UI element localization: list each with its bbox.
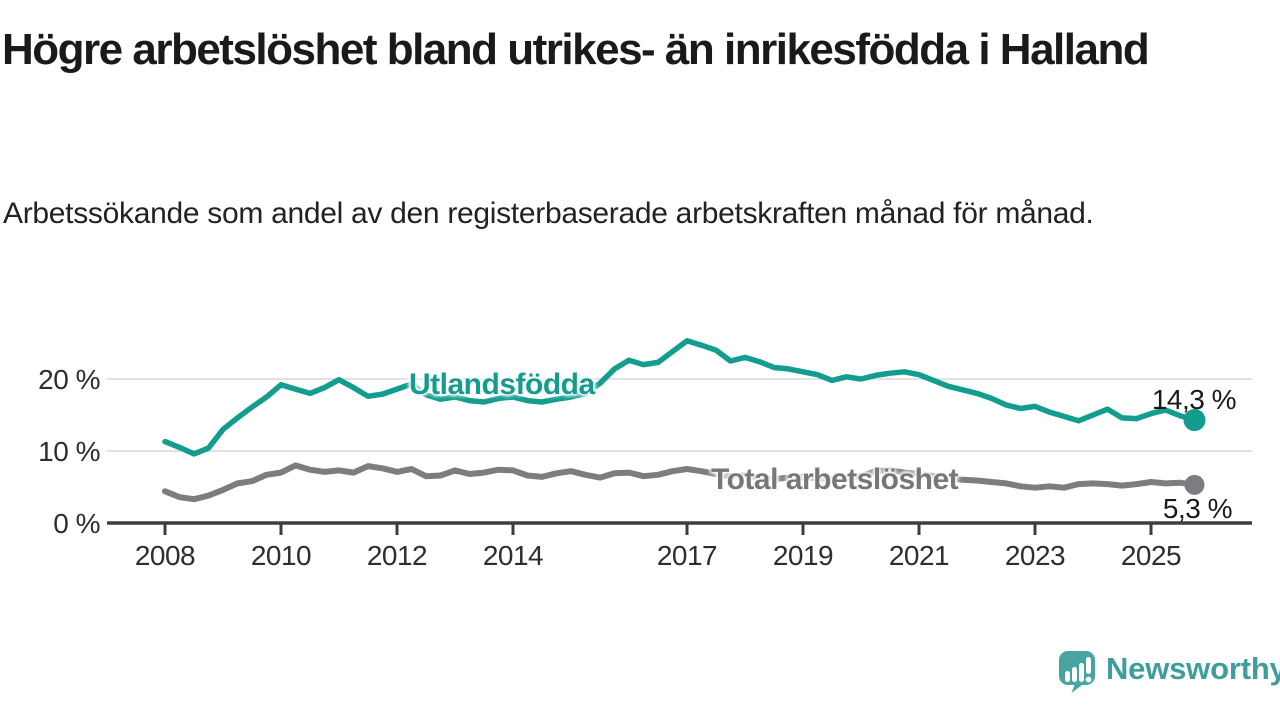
y-axis-label: 0 % xyxy=(53,508,100,539)
page-subtitle: Arbetssökande som andel av den registerb… xyxy=(3,197,1094,230)
logo-bar-tall xyxy=(1079,663,1084,682)
end-value-total-arbetsloshet: 5,3 % xyxy=(1162,493,1233,524)
x-axis-label: 2025 xyxy=(1120,540,1182,571)
newsworthy-logo[interactable]: Newsworthy xyxy=(1057,649,1280,693)
series-line-utlandsfodda xyxy=(162,338,1198,457)
x-axis-label: 2010 xyxy=(250,540,312,571)
logo-exclamation-dot xyxy=(1085,676,1092,683)
x-axis-label: 2008 xyxy=(134,540,196,571)
x-axis-label: 2021 xyxy=(888,540,950,571)
series-end-dot-total-arbetsloshet xyxy=(1184,474,1205,495)
x-axis-label: 2023 xyxy=(1004,540,1066,571)
series-label-utlandsfodda: Utlandsfödda xyxy=(409,368,595,401)
series-end-dot-utlandsfodda xyxy=(1183,409,1206,432)
x-axis-label: 2012 xyxy=(366,540,428,571)
newsworthy-logo-text: Newsworthy xyxy=(1106,651,1280,686)
newsworthy-logo-icon xyxy=(1059,651,1095,693)
y-axis-label: 20 % xyxy=(38,364,100,395)
end-value-utlandsfodda: 14,3 % xyxy=(1151,384,1237,415)
x-axis-label: 2014 xyxy=(482,540,544,571)
logo-bar-medium xyxy=(1072,667,1077,682)
page-title: Högre arbetslöshet bland utrikes- än inr… xyxy=(2,25,1150,74)
x-axis-label: 2019 xyxy=(772,540,834,571)
series-line-total-arbetsloshet xyxy=(162,462,1198,503)
y-axis-label: 10 % xyxy=(38,436,100,467)
logo-bar-short xyxy=(1065,671,1070,682)
logo-exclamation-stem xyxy=(1086,657,1091,674)
x-axis-label: 2017 xyxy=(656,540,718,571)
series-label-total-arbetsloshet: Total arbetslöshet xyxy=(711,463,959,496)
